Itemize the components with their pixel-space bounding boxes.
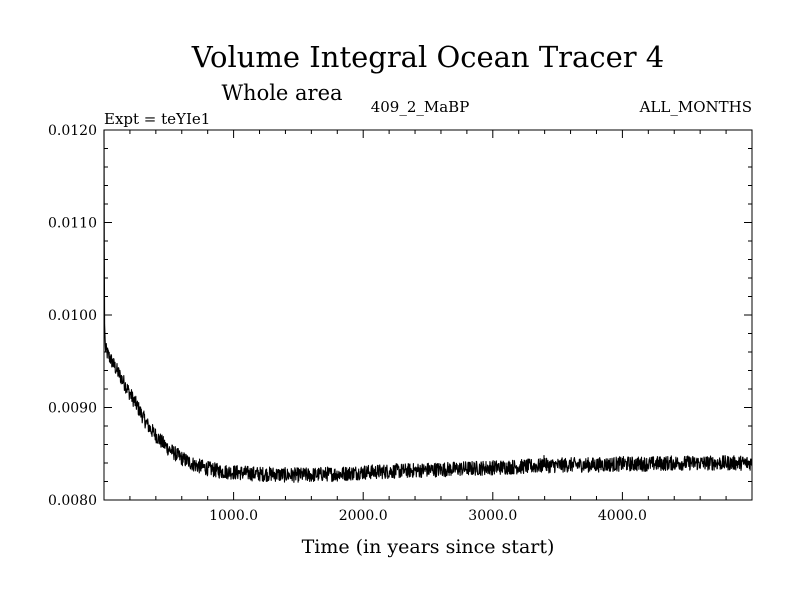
series-group bbox=[103, 129, 753, 483]
x-axis-label: Time (in years since start) bbox=[302, 536, 555, 558]
y-tick-label: 0.0080 bbox=[48, 493, 97, 509]
chart-title: Volume Integral Ocean Tracer 4 bbox=[191, 40, 665, 74]
x-tick-label: 2000.0 bbox=[339, 508, 388, 524]
x-tick-label: 1000.0 bbox=[209, 508, 258, 524]
y-tick-label: 0.0110 bbox=[48, 216, 97, 232]
y-tick-label: 0.0120 bbox=[48, 123, 97, 139]
x-tick-label: 4000.0 bbox=[598, 508, 647, 524]
months-label: ALL_MONTHS bbox=[639, 98, 752, 116]
axes: 1000.0 2000.0 3000.0 4000.0 0.0080 0.0090 0.01… bbox=[48, 123, 752, 524]
x-tick-label: 3000.0 bbox=[468, 508, 517, 524]
y-tick-label: 0.0090 bbox=[48, 401, 97, 417]
experiment-label: Expt = teYIe1 bbox=[104, 110, 210, 128]
period-label: 409_2_MaBP bbox=[371, 98, 470, 116]
chart-subtitle: Whole area bbox=[221, 81, 342, 105]
plot-frame bbox=[103, 129, 753, 501]
y-tick-label: 0.0100 bbox=[48, 308, 97, 324]
series-line bbox=[103, 129, 753, 483]
